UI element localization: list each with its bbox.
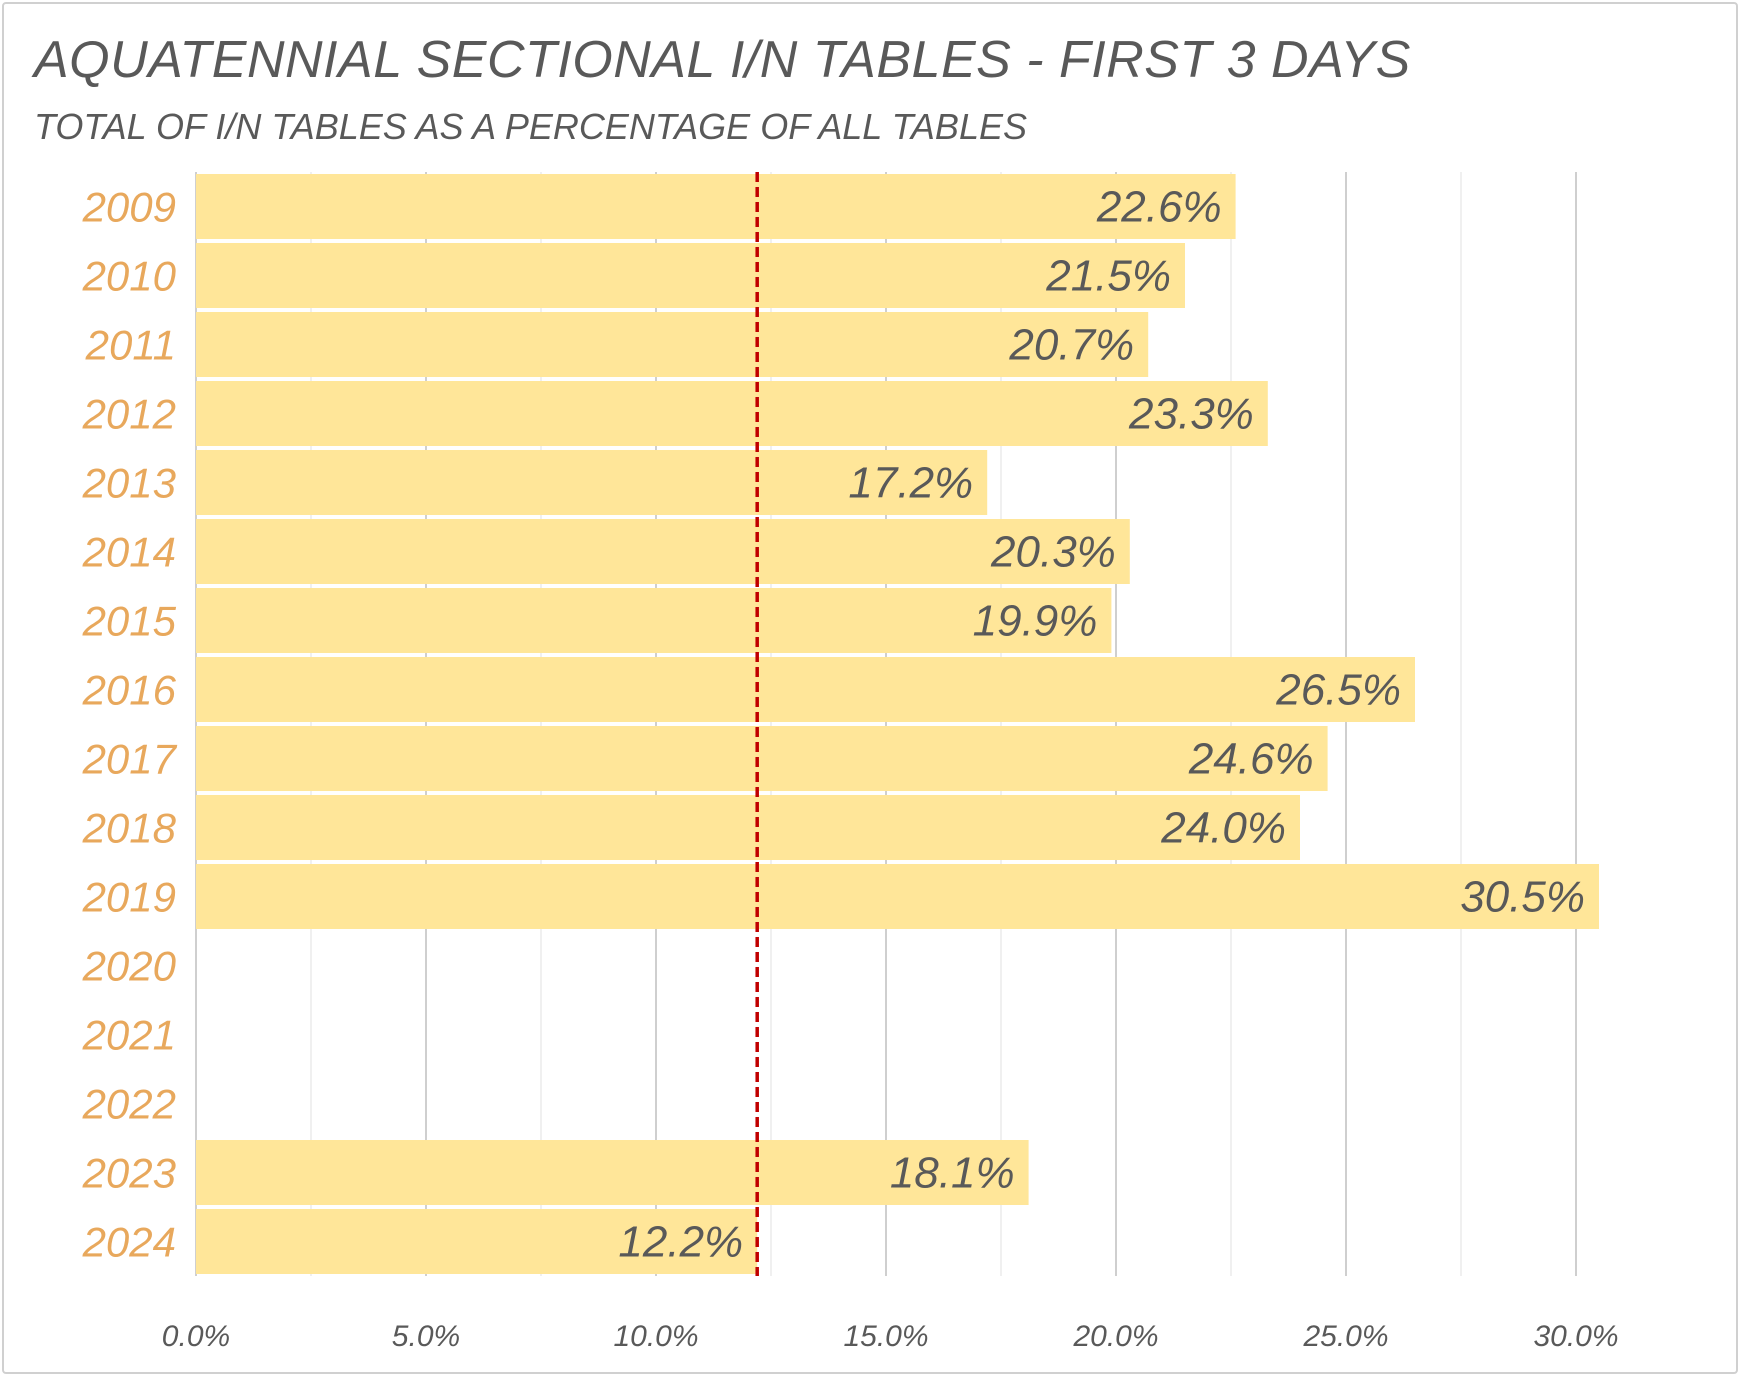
value-label-2013: 17.2% — [848, 459, 973, 508]
value-label-2023: 18.1% — [890, 1149, 1015, 1198]
bar-2018 — [196, 795, 1300, 860]
value-label-2010: 21.5% — [1045, 252, 1171, 301]
value-label-2024: 12.2% — [618, 1218, 743, 1267]
bar-2016 — [196, 657, 1415, 722]
value-label-2011: 20.7% — [1008, 321, 1134, 370]
category-label-2014: 2014 — [82, 529, 176, 576]
x-tick-label: 10.0% — [613, 1320, 698, 1353]
category-label-2011: 2011 — [85, 322, 176, 369]
category-label-2024: 2024 — [82, 1219, 176, 1266]
bar-2010 — [196, 243, 1185, 308]
category-label-2017: 2017 — [82, 736, 178, 783]
bar-2024 — [196, 1209, 758, 1274]
value-label-2014: 20.3% — [990, 528, 1116, 577]
bar-2012 — [196, 381, 1268, 446]
bar-2019 — [196, 864, 1599, 929]
category-label-2018: 2018 — [82, 805, 177, 852]
category-label-2023: 2023 — [82, 1150, 176, 1197]
category-label-2015: 2015 — [82, 598, 177, 645]
category-label-2020: 2020 — [82, 943, 177, 990]
value-label-2015: 19.9% — [973, 597, 1098, 646]
bar-2009 — [196, 174, 1236, 239]
value-label-2017: 24.6% — [1188, 735, 1314, 784]
x-tick-label: 30.0% — [1533, 1320, 1618, 1353]
category-label-2013: 2013 — [82, 460, 176, 507]
bar-2023 — [196, 1140, 1029, 1205]
chart-title: AQUATENNIAL SECTIONAL I/N TABLES - FIRST… — [34, 31, 1411, 89]
x-tick-label: 20.0% — [1072, 1320, 1158, 1353]
category-label-2019: 2019 — [82, 874, 176, 921]
bar-2015 — [196, 588, 1112, 653]
category-label-2022: 2022 — [82, 1081, 176, 1128]
category-label-2021: 2021 — [82, 1012, 176, 1059]
value-label-2012: 23.3% — [1128, 390, 1254, 439]
bar-2013 — [196, 450, 988, 515]
value-label-2016: 26.5% — [1275, 666, 1401, 715]
category-label-2012: 2012 — [82, 391, 176, 438]
x-tick-label: 15.0% — [843, 1320, 928, 1353]
category-label-2016: 2016 — [82, 667, 177, 714]
value-label-2018: 24.0% — [1160, 804, 1286, 853]
category-label-2010: 2010 — [82, 253, 177, 300]
bar-2014 — [196, 519, 1130, 584]
bar-2017 — [196, 726, 1328, 791]
x-tick-label: 5.0% — [392, 1320, 460, 1353]
value-label-2019: 30.5% — [1460, 873, 1585, 922]
x-tick-label: 25.0% — [1302, 1320, 1388, 1353]
bar-2011 — [196, 312, 1149, 377]
x-tick-label: 0.0% — [162, 1320, 230, 1353]
category-label-2009: 2009 — [82, 184, 176, 231]
chart-subtitle: TOTAL OF I/N TABLES AS A PERCENTAGE OF A… — [34, 106, 1027, 147]
value-label-2009: 22.6% — [1096, 183, 1222, 232]
